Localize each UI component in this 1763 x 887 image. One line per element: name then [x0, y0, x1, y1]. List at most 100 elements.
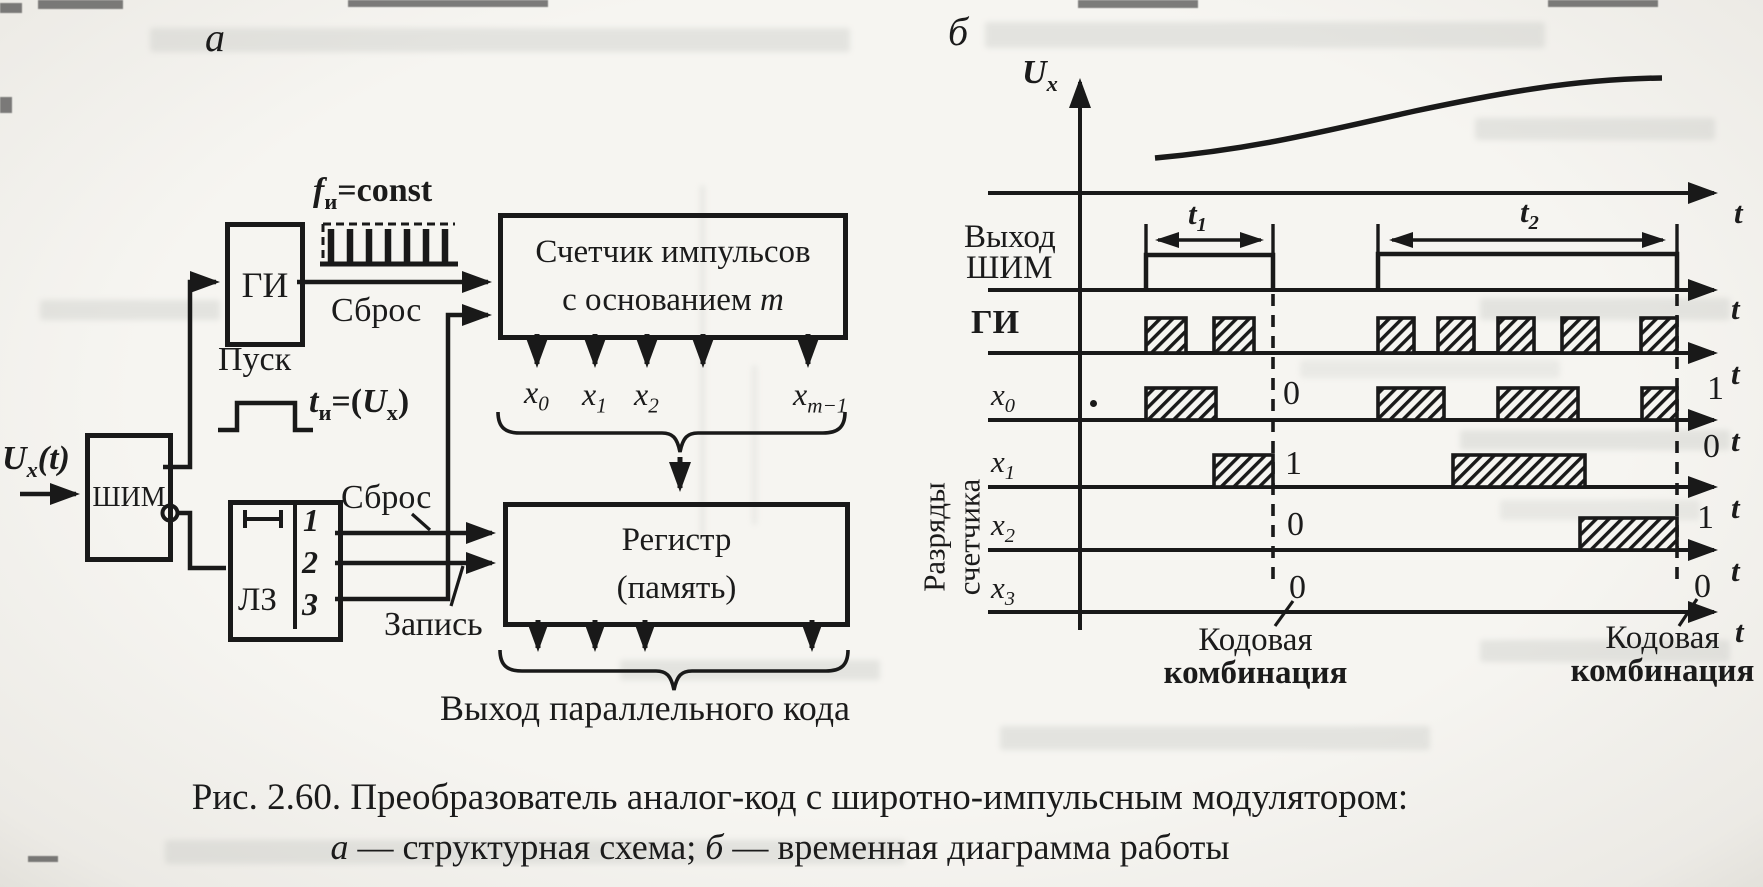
x3-row-label: x3: [991, 570, 1015, 611]
pwm-pulse-2: [1375, 251, 1680, 290]
page-edge-mark: [1548, 0, 1658, 7]
counter-outputs-brace: [496, 411, 847, 453]
delay-line-label: ЛЗ: [238, 582, 277, 618]
gi-row-label: ГИ: [971, 304, 1020, 341]
figure-caption-line1: Рис. 2.60. Преобразователь аналог-код с …: [191, 777, 1409, 818]
generator-block-label: ГИ: [241, 264, 289, 305]
gi-pulse: [1639, 316, 1679, 355]
x1-pulse: [1451, 453, 1587, 489]
counter-out-x0-label: x0: [524, 374, 549, 416]
page-edge-mark: [0, 97, 12, 113]
ti-ux-label: tи=(Ux): [309, 383, 410, 425]
t-label-x0: t: [1731, 423, 1740, 458]
t-label-ux: t: [1734, 195, 1743, 230]
register-label-line2: (память): [616, 569, 737, 606]
t-label-x3: t: [1735, 614, 1744, 649]
u-axis-label: Ux: [1022, 54, 1058, 96]
x0-pulse: [1496, 386, 1580, 422]
register-outputs-brace: [498, 649, 850, 691]
pwm-pulses: [1143, 251, 1680, 290]
counter-label-line2: с основанием m: [562, 281, 784, 318]
code-combination-label-2: Кодовая комбинация: [1570, 620, 1755, 689]
counter-bits-rotated-label: Разряды счетчика: [916, 478, 986, 596]
pwm-row-label-line2: ШИМ: [966, 250, 1053, 286]
gi-pulse: [1144, 316, 1188, 355]
register-block: Регистр (память): [503, 502, 850, 627]
braces: [496, 411, 850, 691]
t-label-x1: t: [1731, 490, 1740, 525]
hatched-pulses: [1144, 316, 1679, 552]
counter-reset-label: Сброс: [331, 292, 422, 329]
pwm-block-label: ШИМ: [92, 481, 166, 513]
counter-out-xm-label: xm−1: [793, 376, 848, 418]
counter-block: Счетчик импульсов с основанием m: [498, 213, 848, 340]
x3-code2-value: 0: [1694, 568, 1711, 605]
gi-pulse: [1212, 316, 1256, 355]
pulse-train-symbol: [320, 222, 458, 267]
delay-line-block: [228, 500, 343, 642]
gi-pulse: [1436, 316, 1476, 355]
analog-signal-curve: [1154, 75, 1663, 161]
x1-code1-value: 1: [1285, 445, 1302, 482]
x0-code1-value: 0: [1283, 375, 1300, 412]
label-leaders: [410, 512, 465, 607]
t-label-gi: t: [1731, 356, 1740, 391]
start-pulse-symbol: [218, 400, 313, 433]
page-edge-mark: [38, 0, 123, 9]
x1-code2-value: 0: [1703, 428, 1720, 465]
pwm-pulse-1: [1143, 252, 1276, 290]
x2-row-label: x2: [991, 507, 1015, 548]
page-edge-mark: [348, 0, 548, 7]
page-edge-mark: [0, 3, 22, 13]
parallel-code-output-label: Выход параллельного кода: [440, 688, 850, 728]
register-reset-label: Сброс: [341, 479, 432, 516]
x0-row-label: x0: [991, 377, 1015, 418]
gi-pulse: [1496, 316, 1536, 355]
gi-pulse: [1376, 316, 1416, 355]
t2-label: t2: [1520, 194, 1539, 235]
x0-pulse: [1144, 386, 1218, 422]
delay-tap-3: 3: [302, 586, 318, 622]
time-measures: [1144, 224, 1679, 258]
counter-out-x2-label: x2: [634, 376, 659, 418]
pwm-block: ШИМ: [85, 433, 173, 562]
start-label: Пуск: [218, 341, 292, 378]
counter-out-x1-label: x1: [582, 376, 607, 418]
t-label-x2: t: [1731, 553, 1740, 588]
x2-code2-value: 1: [1697, 499, 1714, 536]
delay-tap-1: 1: [303, 502, 319, 538]
stray-dot: [1090, 400, 1097, 407]
x1-row-label: x1: [991, 444, 1015, 485]
panel-b-label: б: [948, 9, 969, 54]
delay3-to-counter-reset-wire: [335, 304, 492, 602]
fi-const-label: fи=const: [313, 172, 433, 214]
t1-label: t1: [1188, 196, 1207, 237]
x1-pulse: [1212, 453, 1275, 489]
delay-tap-2: 2: [302, 544, 318, 580]
ux-input-label: Ux(t): [2, 440, 70, 482]
x2-code1-value: 0: [1287, 506, 1304, 543]
x0-pulse: [1640, 386, 1679, 422]
gi-pulse: [1560, 316, 1600, 355]
write-label: Запись: [384, 606, 483, 643]
figure-caption-line2: а — структурная схема; б — временная диа…: [330, 827, 1230, 867]
x3-code1-value: 0: [1289, 569, 1306, 606]
page-edge-mark: [28, 856, 58, 862]
delay-symbol: [243, 510, 283, 528]
x2-pulse: [1578, 516, 1679, 552]
page-edge-mark: [1078, 0, 1198, 8]
pwm-to-generator-wire: [163, 271, 220, 470]
code-combination-label-1: Кодовая комбинация: [1163, 622, 1348, 691]
pwm-row-label-line1: Выход: [964, 219, 1056, 255]
block-diagram-wiring: [20, 271, 496, 602]
t-label-pwm: t: [1731, 291, 1740, 326]
counter-label-line1: Счетчик импульсов: [535, 233, 811, 270]
x0-pulse: [1376, 386, 1446, 422]
panel-a-label: а: [205, 15, 225, 60]
x0-code2-value: 1: [1707, 370, 1724, 407]
register-label-line1: Регистр: [621, 521, 732, 558]
counter-base-m: m: [760, 281, 784, 318]
pwm-to-delay-wire: [178, 510, 226, 571]
